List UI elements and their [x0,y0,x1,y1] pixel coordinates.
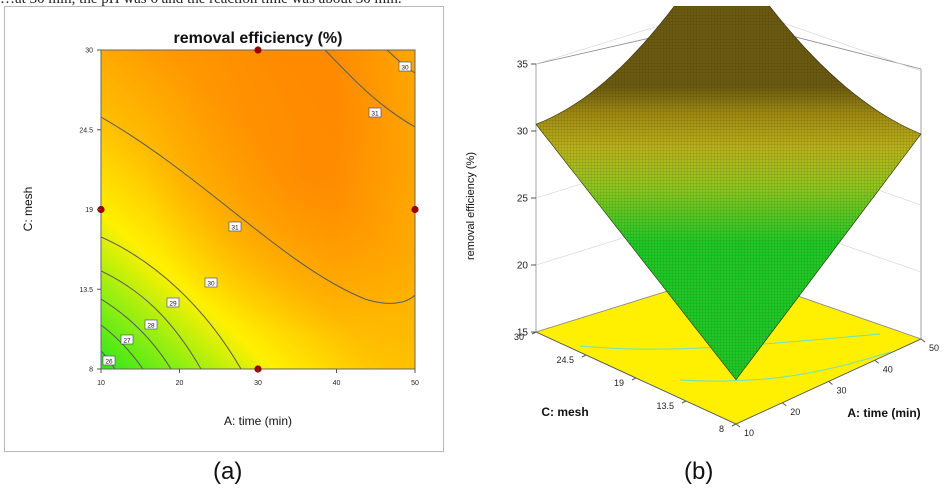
caption-a: (a) [213,458,243,485]
contour-label: 31 [368,107,382,118]
z-tick-label: 30 [517,127,529,138]
design-point [254,46,262,54]
z-tick-label: 15 [517,328,529,339]
floor-contour-2 [679,351,891,382]
x-tick-label: 20 [176,380,184,387]
time-tick-label: 10 [744,428,754,438]
contour-line-29 [101,270,202,369]
mesh-tick-label: 30 [514,332,524,342]
time-tick-mark [874,359,880,364]
contour-line-31-inner [101,116,415,304]
cropped-text-line: …at 30 min, the pH was 6 and the reactio… [0,0,950,9]
svg-text:27: 27 [123,338,131,345]
surface-plot: 15 20 25 30 35 8 13.5 19 24.5 30 10 20 30 40 50 remo… [465,0,939,438]
svg-text:28: 28 [147,323,155,330]
mesh-tick-mark [731,423,737,427]
contour-label: 26 [102,355,116,366]
svg-text:30: 30 [401,65,409,72]
x-tick-label: 40 [333,380,341,387]
contour-plot: 26 27 28 29 30 31 31 30 10 20 30 40 50 8 13.5 19 24.5 3… [21,30,419,428]
response-surface [535,0,922,381]
mesh-tick-label: 13.5 [656,401,674,411]
mesh-axis-label: C: mesh [541,405,588,419]
contour-lines [101,50,415,369]
contour-line-27 [101,324,144,369]
mesh-tick-mark [581,354,587,358]
surface-panel: 15 20 25 30 35 8 13.5 19 24.5 30 10 20 30 40 50 remo… [450,0,946,452]
contour-label: 28 [144,319,158,330]
contour-line-31-upper [324,50,415,128]
time-ticks: 10 20 30 40 50 [735,338,939,438]
time-tick-mark [828,381,833,385]
y-axis-label: C: mesh [21,187,35,232]
mesh-tick-mark [531,331,537,335]
z-ticks: 15 20 25 30 35 [517,60,536,339]
x-tick-label: 10 [97,380,105,387]
time-tick-label: 20 [790,407,800,417]
contour-label: 30 [204,277,218,288]
contour-label: 31 [228,221,242,232]
y-tick-label: 19 [85,207,93,214]
time-tick-mark [781,402,787,407]
contour-label: 30 [398,61,412,72]
caption-b: (b) [684,458,714,485]
time-tick-label: 30 [837,386,847,396]
time-axis-label: A: time (min) [847,406,920,420]
mesh-tick-mark [681,400,687,404]
x-tick-label: 50 [411,380,419,387]
mesh-tick-mark [631,377,637,381]
mesh-tick-label: 24.5 [556,355,574,365]
mesh-tick-label: 8 [719,424,724,434]
mesh-ticks: 8 13.5 19 24.5 30 [514,331,737,434]
svg-text:31: 31 [371,111,379,118]
contour-label: 29 [166,297,180,308]
contour-panel: 26 27 28 29 30 31 31 30 10 20 30 40 50 8 13.5 19 24.5 3… [4,6,444,452]
svg-text:30: 30 [207,281,215,288]
y-tick-label: 30 [85,48,93,55]
surface-mesh [536,0,921,380]
svg-text:29: 29 [169,301,177,308]
contour-label: 27 [120,334,134,345]
design-point [411,205,419,214]
y-tick-label: 13.5 [79,287,93,294]
contour-title: removal efficiency (%) [174,30,343,47]
x-ticks: 10 20 30 40 50 [97,369,419,387]
contour-line-30 [101,236,242,369]
y-ticks: 8 13.5 19 24.5 30 [79,48,101,374]
time-tick-mark [735,423,741,428]
z-tick-label: 35 [517,60,529,71]
y-tick-label: 24.5 [79,127,93,134]
time-tick-mark [920,338,926,343]
y-tick-label: 8 [89,367,93,374]
svg-text:26: 26 [105,359,113,366]
z-tick-label: 25 [517,194,529,205]
mesh-tick-label: 19 [614,378,624,388]
svg-text:31: 31 [231,225,239,232]
contour-edge-tint [101,50,415,369]
time-tick-label: 40 [883,364,893,374]
x-axis-label: A: time (min) [224,414,292,428]
contour-labels: 26 27 28 29 30 31 31 30 [102,61,412,366]
z-axis-label: removal efficiency (%) [465,152,477,260]
z-tick-label: 20 [517,261,529,272]
contour-line-28 [101,298,172,369]
time-tick-label: 50 [929,343,939,353]
x-tick-label: 30 [254,380,262,387]
